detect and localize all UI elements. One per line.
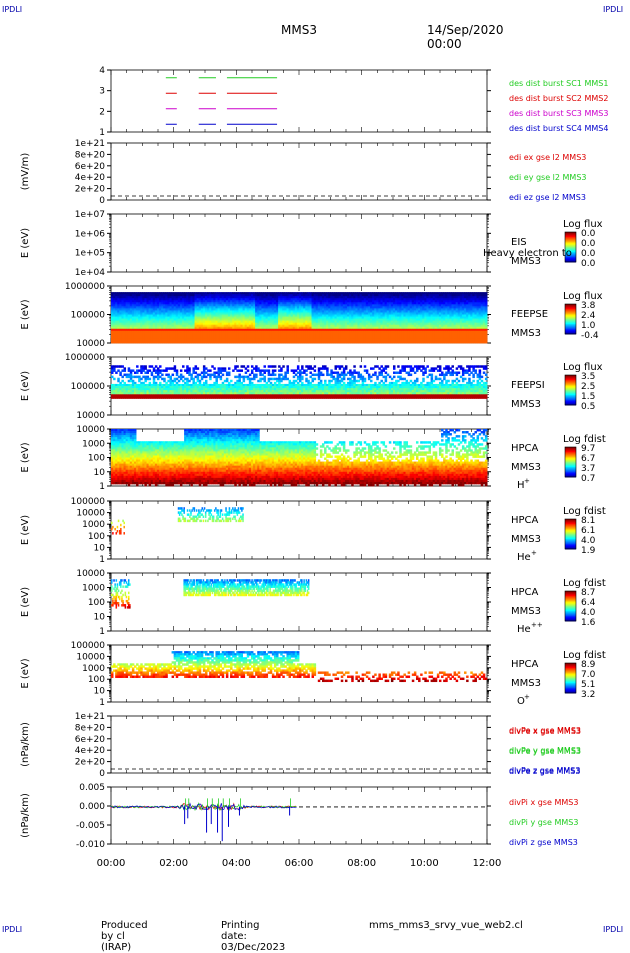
colorbar-tick-label: 0.0 <box>581 229 596 239</box>
colorbar-tick-label: 2.4 <box>581 311 596 321</box>
y-tick-label: 1000000 <box>65 282 105 292</box>
y-tick-label: 1e+21 <box>75 139 105 149</box>
colorbar-tick-label: -0.4 <box>581 331 599 341</box>
panel-frame <box>111 143 487 200</box>
y-tick-label: 1e+04 <box>75 268 106 278</box>
y-tick-label: 1000000 <box>65 353 105 363</box>
legend-entry: des dist burst SC1 MMS1 <box>509 79 608 88</box>
y-tick-label: 1e+06 <box>75 229 106 239</box>
y-tick-label: 2e+20 <box>75 185 106 195</box>
y-axis-label: E (eV) <box>20 299 31 329</box>
panel-frame <box>111 214 487 272</box>
y-tick-label: 8e+20 <box>75 150 106 160</box>
y-tick-label: 2 <box>99 107 105 117</box>
legend-entry: des dist burst SC2 MMS2 <box>509 94 608 103</box>
y-tick-label: 6e+20 <box>75 162 106 172</box>
spacecraft-label: MMS3 <box>511 328 541 339</box>
colorbar-tick-label: 0.0 <box>581 239 596 249</box>
legend-entry: des dist burst SC4 MMS4 <box>509 124 608 133</box>
y-tick-label: 1e+07 <box>75 210 105 220</box>
panel-frame <box>111 70 487 132</box>
y-tick-label: 100000 <box>71 382 106 392</box>
legend-entry: edi ez gse l2 MMS3 <box>509 193 586 202</box>
y-axis-label: (mV/m) <box>20 153 31 191</box>
y-axis-label: E (eV) <box>20 228 31 258</box>
y-tick-label: 10000 <box>76 339 105 349</box>
y-tick-label: 1 <box>99 128 105 138</box>
y-tick-label: 3 <box>99 87 105 97</box>
y-tick-label: 0 <box>99 196 105 206</box>
colorbar-tick-label: 3.8 <box>581 301 596 311</box>
y-tick-label: 4 <box>99 66 105 76</box>
spectrogram-cell <box>485 341 487 343</box>
colorbar-tick-label: 1.0 <box>581 321 596 331</box>
instrument-label: FEEPSE <box>511 309 548 320</box>
legend-entry: des dist burst SC3 MMS3 <box>509 109 608 118</box>
y-tick-label: 4e+20 <box>75 173 106 183</box>
colorbar-tick-label: 0.0 <box>581 259 596 269</box>
instrument-label: EIS <box>511 237 527 248</box>
legend-entry: edi ey gse l2 MMS3 <box>509 173 587 182</box>
panel-burst: 4 3 2 1 des dist burst SC1 MMS1 des dist burs… <box>99 66 608 138</box>
colorbar-tick-label: 0.0 <box>581 249 596 259</box>
y-tick-label: 100000 <box>71 311 106 321</box>
y-tick-label: 1e+05 <box>75 249 105 259</box>
legend-entry: edi ex gse l2 MMS3 <box>509 153 586 162</box>
overlay-label: Heavy electron to <box>483 248 572 259</box>
y-tick-label: 10000 <box>76 411 105 421</box>
